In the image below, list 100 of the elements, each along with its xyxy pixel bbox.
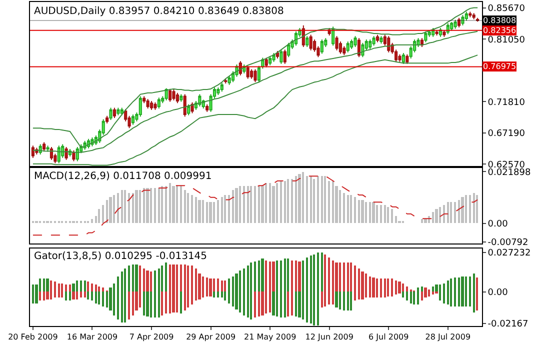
candlestick — [335, 36, 338, 51]
bar — [402, 292, 404, 298]
bar — [298, 174, 301, 223]
candlestick — [457, 17, 461, 28]
bar — [165, 186, 167, 223]
candlestick — [320, 39, 324, 54]
candlestick — [46, 145, 50, 152]
candlestick — [116, 107, 120, 116]
bar — [221, 196, 223, 223]
candlestick — [154, 102, 157, 110]
bar — [69, 292, 71, 301]
bar — [217, 200, 219, 223]
candlestick — [228, 76, 231, 86]
bar — [91, 292, 93, 301]
candlestick — [216, 87, 220, 96]
bar — [450, 202, 452, 223]
candlestick — [42, 142, 46, 152]
bar — [213, 278, 215, 292]
candlestick — [283, 49, 286, 64]
bar — [350, 262, 352, 292]
bar — [350, 194, 352, 223]
candlestick — [346, 41, 350, 53]
bar — [102, 288, 104, 292]
bar — [443, 204, 445, 223]
candlestick — [183, 94, 186, 118]
bar — [161, 186, 163, 223]
bar — [339, 262, 341, 292]
y-tick-label: 0.00 — [488, 219, 508, 230]
bar — [347, 194, 349, 223]
bar — [324, 176, 326, 223]
bar — [473, 192, 475, 223]
bar — [146, 188, 149, 223]
bar — [372, 202, 375, 223]
bar — [395, 216, 397, 223]
bar — [424, 218, 427, 223]
bar — [87, 292, 89, 300]
candlestick — [72, 150, 76, 162]
chart-title: Gator(13,8,5) 0.010295 -0.013145 — [34, 251, 208, 262]
bar — [269, 182, 271, 223]
bar — [310, 176, 312, 223]
candlestick — [180, 94, 183, 102]
bar — [113, 194, 115, 223]
x-tick-label: 12 Jun 2009 — [305, 332, 354, 342]
candlestick — [372, 36, 376, 46]
candlestick — [406, 54, 409, 64]
bar — [461, 196, 464, 223]
bar — [254, 186, 256, 223]
bar — [295, 176, 297, 223]
bar — [447, 202, 449, 223]
bar — [339, 292, 341, 310]
candlestick — [109, 107, 112, 120]
x-tick-label: 7 Apr 2009 — [129, 332, 174, 342]
bar — [284, 180, 286, 223]
bar — [347, 292, 349, 311]
bar — [169, 182, 171, 223]
candlestick — [146, 98, 150, 109]
candlestick — [131, 114, 135, 126]
bar — [343, 262, 345, 292]
candlestick — [250, 68, 254, 80]
bar — [235, 188, 238, 223]
bar — [406, 286, 408, 292]
candlestick — [50, 146, 54, 160]
bar — [358, 200, 360, 223]
bar — [109, 196, 112, 223]
candlestick — [176, 92, 179, 104]
bar — [272, 292, 275, 316]
bar — [439, 206, 441, 223]
bar — [98, 286, 100, 292]
candlestick — [387, 36, 390, 53]
x-tick-label: 29 Apr 2009 — [186, 332, 236, 342]
candlestick — [206, 104, 209, 112]
bar — [413, 292, 415, 305]
candlestick — [57, 145, 60, 164]
bar — [287, 178, 289, 223]
bar — [398, 282, 401, 292]
bar — [247, 186, 249, 223]
y-tick-label: 0.027232 — [488, 248, 531, 259]
bar — [365, 202, 367, 223]
bar — [217, 278, 219, 292]
bar — [243, 186, 245, 223]
x-tick-label: 16 Mar 2009 — [66, 332, 118, 342]
candlestick — [272, 52, 276, 62]
bar — [421, 218, 423, 223]
bar — [343, 292, 345, 311]
candlestick — [350, 39, 354, 50]
ref-line-label: 0.76975 — [483, 62, 516, 71]
bar — [272, 262, 275, 292]
bar — [343, 192, 345, 223]
bar — [158, 188, 160, 223]
line-series — [32, 30, 478, 153]
bar — [154, 188, 156, 223]
line-series — [32, 54, 478, 166]
candlestick — [254, 68, 257, 83]
candlestick — [220, 82, 224, 92]
candlestick — [294, 30, 298, 46]
bar — [295, 260, 297, 292]
ref-line-label: 0.83808 — [483, 16, 516, 25]
candlestick — [198, 94, 202, 107]
bar — [306, 176, 308, 223]
x-tick-label: 6 Jul 2009 — [368, 332, 409, 342]
